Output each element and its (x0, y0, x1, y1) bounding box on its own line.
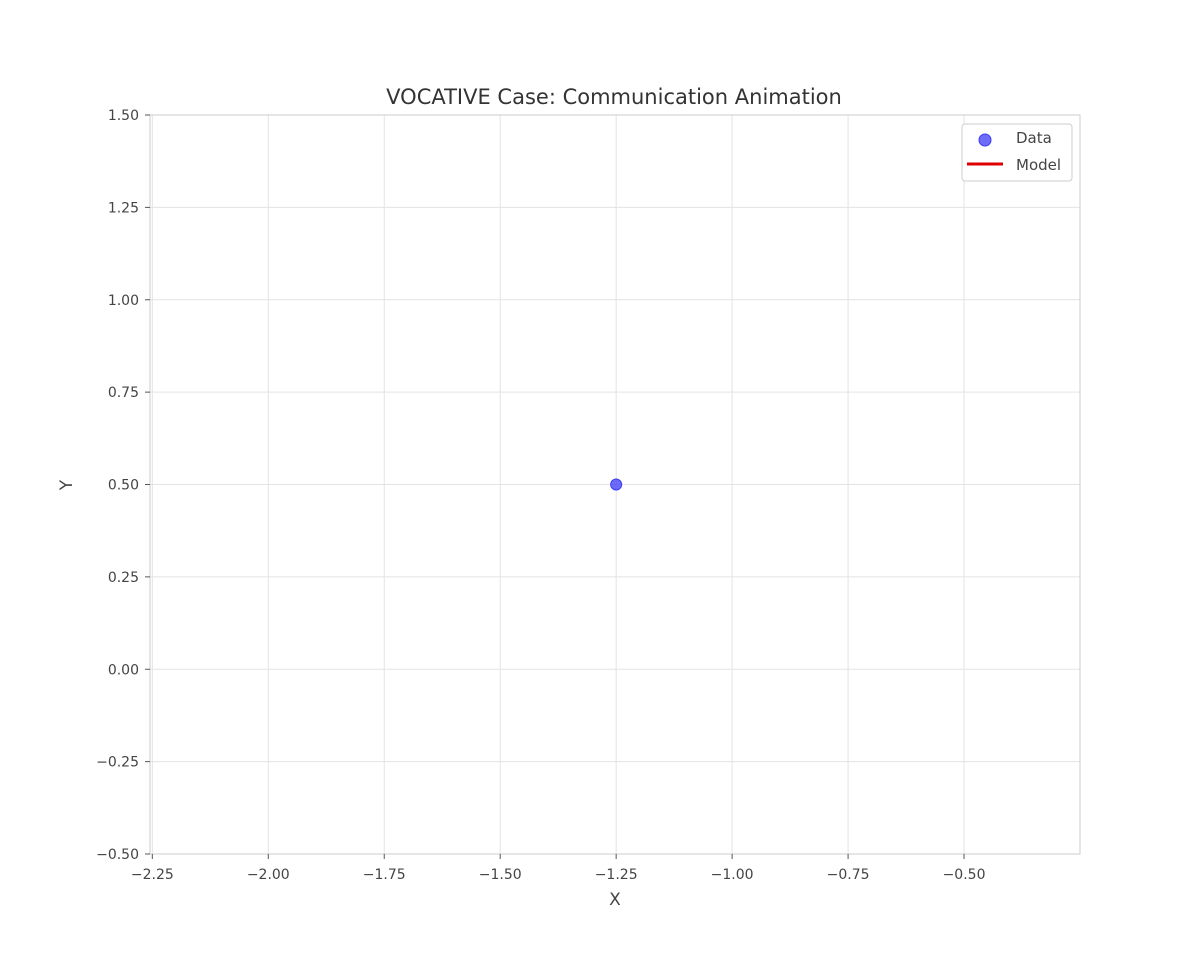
x-axis-label: X (609, 890, 621, 910)
y-tick-label: 1.00 (108, 293, 139, 309)
x-axis-ticks: −2.25 −2.00 −1.75 −1.50 −1.25 −1.00 −0.75 −0.50 (131, 854, 986, 883)
data-series (610, 478, 623, 491)
x-tick-label: −2.25 (131, 867, 174, 883)
x-tick-label: −0.75 (827, 867, 870, 883)
y-tick-label: 1.50 (108, 108, 139, 124)
x-tick-label: −1.00 (711, 867, 754, 883)
y-tick-label: −0.50 (96, 847, 139, 863)
data-point (610, 478, 623, 491)
y-tick-label: −0.25 (96, 755, 139, 771)
y-tick-label: 0.50 (108, 478, 139, 494)
legend-model-label: Model (1016, 156, 1061, 174)
x-tick-label: −1.75 (363, 867, 406, 883)
chart-title: VOCATIVE Case: Communication Animation (386, 85, 842, 109)
y-axis-ticks: 1.50 1.25 1.00 0.75 0.50 0.25 0.00 −0.25 −0.50 (96, 108, 150, 863)
x-tick-label: −0.50 (943, 867, 986, 883)
legend-data-marker (978, 133, 992, 147)
legend: Data Model (961, 123, 1073, 182)
y-tick-label: 0.25 (108, 570, 139, 586)
y-tick-label: 0.75 (108, 385, 139, 401)
legend-data-label: Data (1016, 129, 1052, 147)
y-tick-label: 0.00 (108, 662, 139, 678)
x-tick-label: −2.00 (247, 867, 290, 883)
y-axis-label: Y (57, 479, 77, 491)
y-tick-label: 1.25 (108, 200, 139, 216)
x-tick-label: −1.25 (595, 867, 638, 883)
x-tick-label: −1.50 (479, 867, 522, 883)
